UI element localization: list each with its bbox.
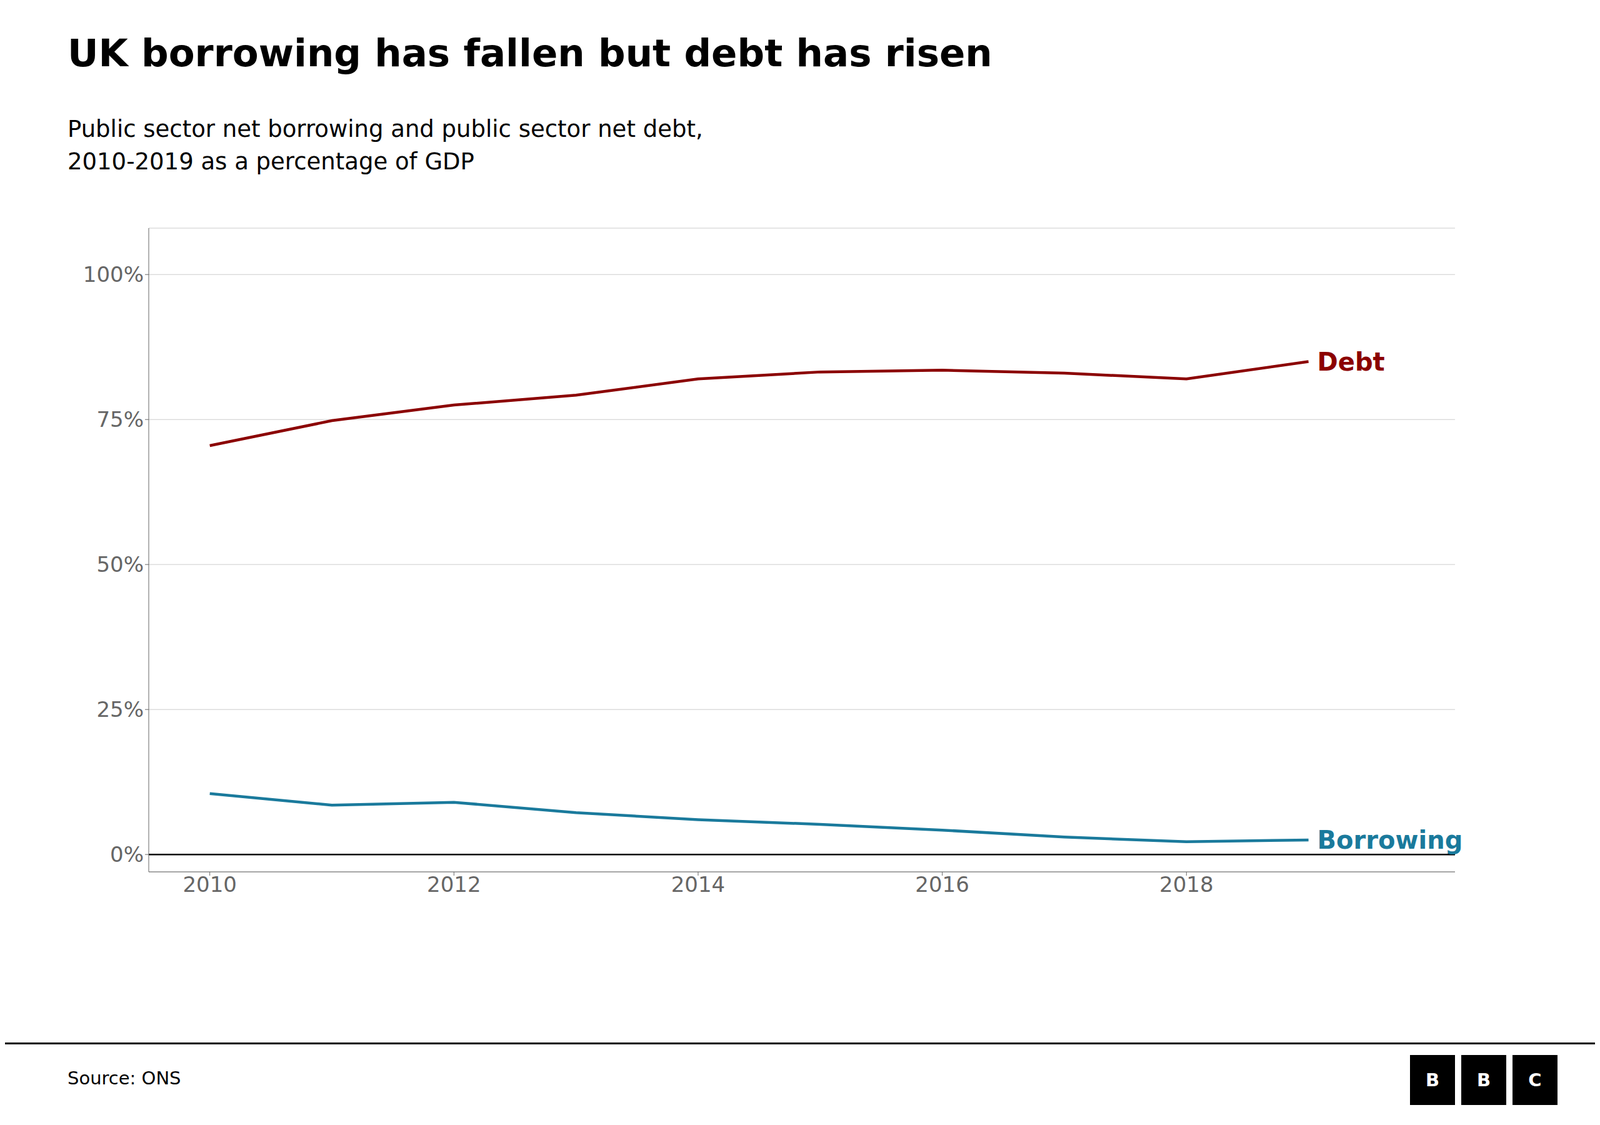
svg-text:Debt: Debt bbox=[1317, 346, 1385, 376]
html-text:B: B bbox=[1476, 1069, 1491, 1091]
svg-text:100%: 100% bbox=[83, 261, 144, 287]
svg-text:2012: 2012 bbox=[426, 871, 482, 897]
svg-text:25%: 25% bbox=[96, 696, 144, 722]
svg-text:75%: 75% bbox=[96, 406, 144, 432]
svg-text:2016: 2016 bbox=[915, 871, 970, 897]
svg-text:0%: 0% bbox=[110, 841, 144, 867]
html-text:B: B bbox=[1425, 1069, 1440, 1091]
html-text:UK borrowing has fallen but de: UK borrowing has fallen but debt has ris… bbox=[67, 30, 993, 75]
svg-text:2014: 2014 bbox=[671, 871, 726, 897]
html-text:Public sector net borrowing an: Public sector net borrowing and public s… bbox=[67, 115, 703, 175]
svg-text:Borrowing: Borrowing bbox=[1317, 825, 1464, 855]
html-text:C: C bbox=[1528, 1069, 1542, 1091]
svg-text:2018: 2018 bbox=[1159, 871, 1214, 897]
svg-text:2010: 2010 bbox=[182, 871, 237, 897]
svg-text:50%: 50% bbox=[96, 551, 144, 577]
html-text:Source: ONS: Source: ONS bbox=[67, 1067, 181, 1089]
